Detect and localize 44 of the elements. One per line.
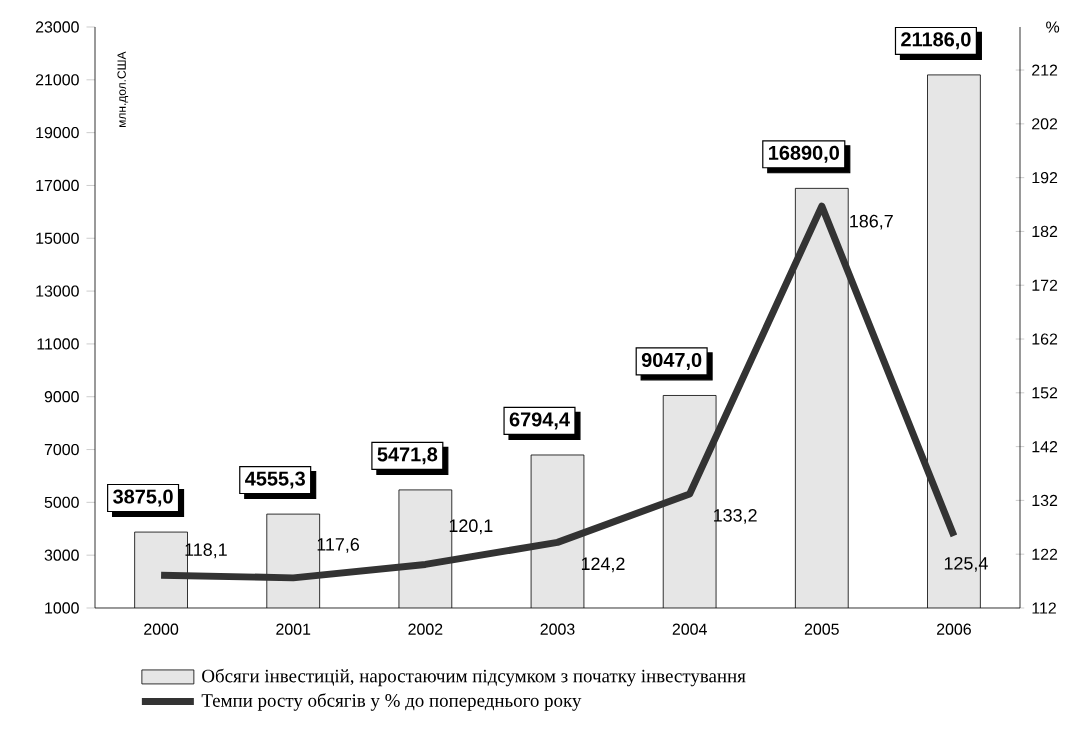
y2-axis-title: % [1046, 21, 1060, 33]
x-tick-label: 2002 [408, 623, 443, 635]
x-tick-label: 2005 [804, 623, 839, 635]
y2-tick-label: 152 [1032, 387, 1058, 399]
y2-tick-label: 192 [1032, 171, 1058, 184]
y-tick-label: 21000 [35, 74, 79, 86]
data-label: 186,7 [850, 214, 893, 230]
y2-tick-label: 132 [1032, 494, 1058, 507]
y-tick-label: 5000 [44, 496, 79, 508]
data-label: 124,2 [581, 557, 625, 573]
y-tick-label: 1000 [45, 602, 79, 614]
legend-label: Темпи росту обсягів у % до попереднього року [201, 693, 582, 711]
data-label: 16890,0 [769, 145, 839, 163]
y-tick-label: 23000 [35, 21, 79, 33]
y-tick-label: 3000 [44, 549, 79, 561]
x-tick-label: 2000 [144, 623, 179, 635]
data-label: 21186,0 [901, 32, 971, 50]
legend-label: Обсяги інвестицій, наростаючим підсумком з початку інвестування [202, 668, 746, 687]
y2-tick-label: 182 [1032, 225, 1058, 238]
x-tick-label: 2006 [937, 623, 971, 635]
y2-tick-label: 202 [1032, 118, 1058, 130]
y-tick-label: 19000 [36, 126, 79, 139]
x-tick-label: 2001 [276, 623, 311, 635]
data-label: 5471,8 [377, 447, 438, 465]
data-label: 133,2 [714, 508, 757, 524]
y-tick-label: 9000 [44, 391, 79, 403]
data-label: 3875,0 [113, 489, 173, 507]
y-tick-label: 13000 [36, 285, 79, 297]
y-axis-title: млн.дол.США [117, 51, 129, 127]
data-label: 9047,0 [641, 352, 702, 370]
x-tick-label: 2003 [540, 623, 575, 635]
y-tick-label: 15000 [36, 232, 79, 244]
y-tick-label: 17000 [36, 179, 79, 192]
y2-tick-label: 172 [1032, 279, 1058, 291]
y2-tick-label: 112 [1032, 602, 1056, 614]
y2-tick-label: 122 [1032, 548, 1058, 560]
x-tick-label: 2004 [672, 623, 707, 635]
data-label: 6794,4 [509, 412, 570, 430]
y-tick-label: 11000 [37, 338, 79, 350]
y2-tick-label: 142 [1032, 441, 1058, 453]
y-tick-label: 7000 [44, 443, 79, 456]
data-label: 4555,3 [245, 471, 305, 489]
y2-tick-label: 212 [1032, 64, 1058, 76]
y2-tick-label: 162 [1032, 333, 1058, 345]
